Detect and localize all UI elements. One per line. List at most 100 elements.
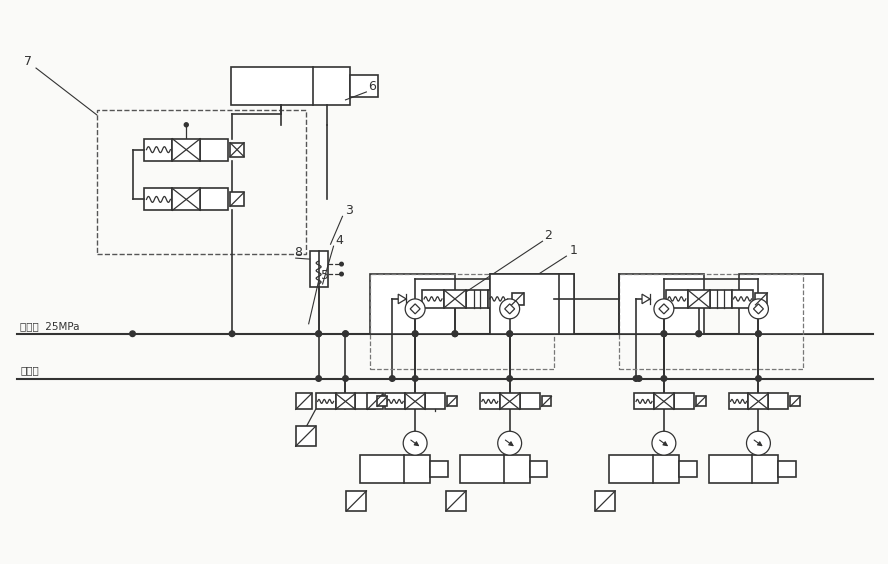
Bar [756,293,767,305]
Bar [619,274,804,368]
Circle shape [412,376,418,381]
Bar [634,394,654,409]
Circle shape [507,376,512,381]
Polygon shape [659,304,669,314]
Bar [728,394,749,409]
Circle shape [316,331,321,337]
Text: 6: 6 [369,80,377,93]
Bar [749,394,768,409]
Circle shape [756,331,761,337]
Circle shape [507,331,512,337]
Polygon shape [504,304,515,314]
Bar [145,139,172,161]
Circle shape [340,272,344,276]
Bar [296,394,312,409]
Bar [385,394,405,409]
Circle shape [343,331,348,337]
Circle shape [412,331,418,337]
Circle shape [654,299,674,319]
Text: 3: 3 [345,204,353,217]
Bar [709,455,779,483]
Bar [710,290,732,308]
Bar [696,396,706,407]
Bar [231,67,351,105]
Circle shape [185,123,188,127]
Polygon shape [754,304,764,314]
Bar [609,455,678,483]
Circle shape [498,431,521,455]
Bar [370,274,554,368]
Bar [425,394,445,409]
Bar [370,274,455,334]
Bar [145,188,172,210]
Text: 7: 7 [24,55,32,68]
Bar [519,394,540,409]
Circle shape [652,431,676,455]
Circle shape [633,376,638,381]
Bar [444,290,466,308]
Bar [490,274,575,334]
Text: 1: 1 [569,244,577,257]
Bar [351,74,378,98]
Circle shape [749,299,768,319]
Bar [355,394,376,409]
Circle shape [696,331,702,337]
Text: 回油筒: 回油筒 [20,365,39,376]
Text: 5: 5 [321,269,329,282]
Bar [732,290,754,308]
Bar [377,396,387,407]
Bar [310,251,328,287]
Bar [230,192,244,206]
Circle shape [756,376,761,381]
Bar [768,394,789,409]
Bar [666,290,688,308]
Circle shape [316,376,321,381]
Text: 4: 4 [336,234,344,247]
Bar [466,290,488,308]
Bar [595,491,615,511]
Circle shape [405,299,425,319]
Circle shape [229,331,234,337]
Circle shape [452,331,457,337]
Bar [430,461,448,477]
Text: 2: 2 [544,229,552,242]
Bar [460,455,529,483]
Bar [446,491,466,511]
Bar [739,274,823,334]
Circle shape [390,376,395,381]
Text: 压力油  25MPa: 压力油 25MPa [20,321,80,331]
Bar [688,290,710,308]
Bar [678,461,697,477]
Circle shape [316,331,321,337]
Circle shape [500,299,519,319]
Bar [200,139,228,161]
Bar [542,396,551,407]
Circle shape [662,376,667,381]
Bar [200,188,228,210]
Circle shape [343,331,348,337]
Bar [488,290,510,308]
Polygon shape [642,294,650,303]
Circle shape [452,331,457,337]
Bar [490,274,575,334]
Bar [97,110,305,254]
Circle shape [756,331,761,337]
Circle shape [747,431,771,455]
Bar [422,290,444,308]
Circle shape [662,331,667,337]
Circle shape [403,431,427,455]
Bar [619,274,703,334]
Bar [779,461,797,477]
Bar [447,396,457,407]
Bar [654,394,674,409]
Bar [790,396,800,407]
Bar [230,143,244,157]
Bar [361,455,430,483]
Circle shape [507,331,512,337]
Bar [172,139,200,161]
Circle shape [340,262,344,266]
Bar [529,461,548,477]
Bar [368,394,384,409]
Bar [315,394,336,409]
Bar [500,394,519,409]
